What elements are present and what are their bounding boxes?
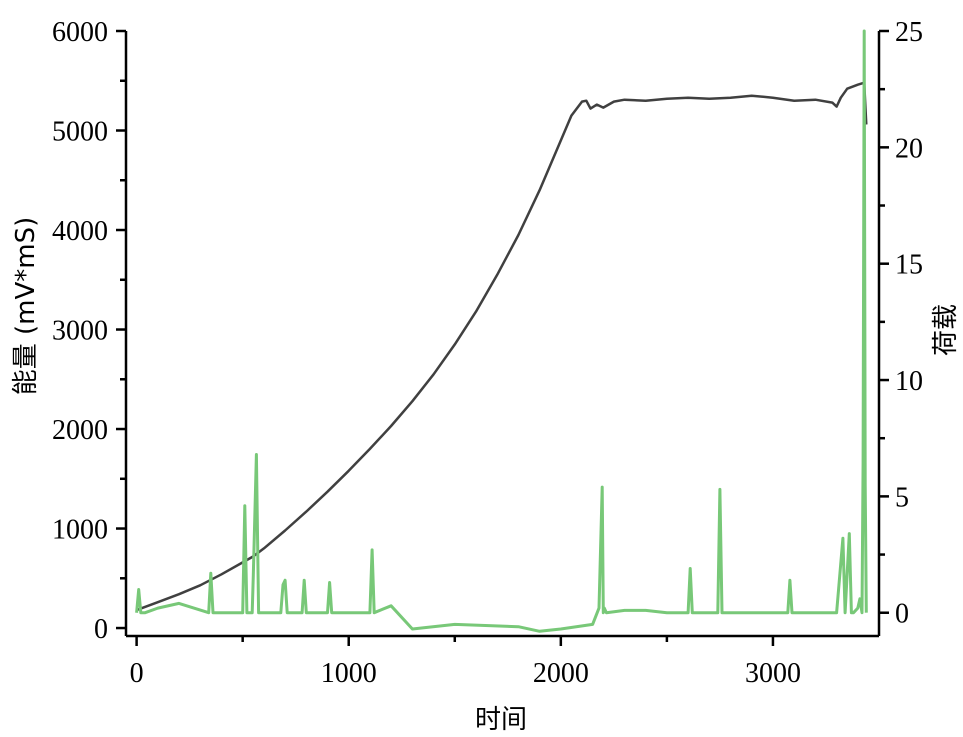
y2-tick-label: 0	[895, 599, 909, 630]
plot-area	[135, 29, 868, 633]
x-tick-label: 1000	[321, 658, 377, 689]
x-axis-title: 时间	[475, 705, 527, 735]
series-line-1	[136, 81, 868, 612]
y2-tick-label: 15	[895, 250, 923, 281]
x-tick-label: 0	[130, 658, 144, 689]
y2-tick-label: 20	[895, 133, 923, 164]
y-axis-title: 能量 (mV*mS)	[11, 217, 41, 396]
y2-tick-label: 25	[895, 17, 923, 48]
y2-tick-label: 10	[895, 366, 923, 397]
y-tick-label: 4000	[52, 216, 108, 247]
y-tick-label: 3000	[52, 316, 108, 347]
y-tick-label: 0	[94, 614, 108, 645]
y2-tick-label: 5	[895, 482, 909, 513]
y2-axis-title: 荷载	[931, 304, 961, 356]
axes: 0 1000 2000 3000 0 1000 2000 3000 4000 5000 6000 0 5…	[52, 17, 923, 689]
y-tick-label: 1000	[52, 515, 108, 546]
y-tick-label: 6000	[52, 17, 108, 48]
x-tick-label: 3000	[745, 658, 801, 689]
y-tick-label: 2000	[52, 415, 108, 446]
x-tick-label: 2000	[533, 658, 589, 689]
y-tick-label: 5000	[52, 117, 108, 148]
series-line-2	[135, 29, 868, 633]
